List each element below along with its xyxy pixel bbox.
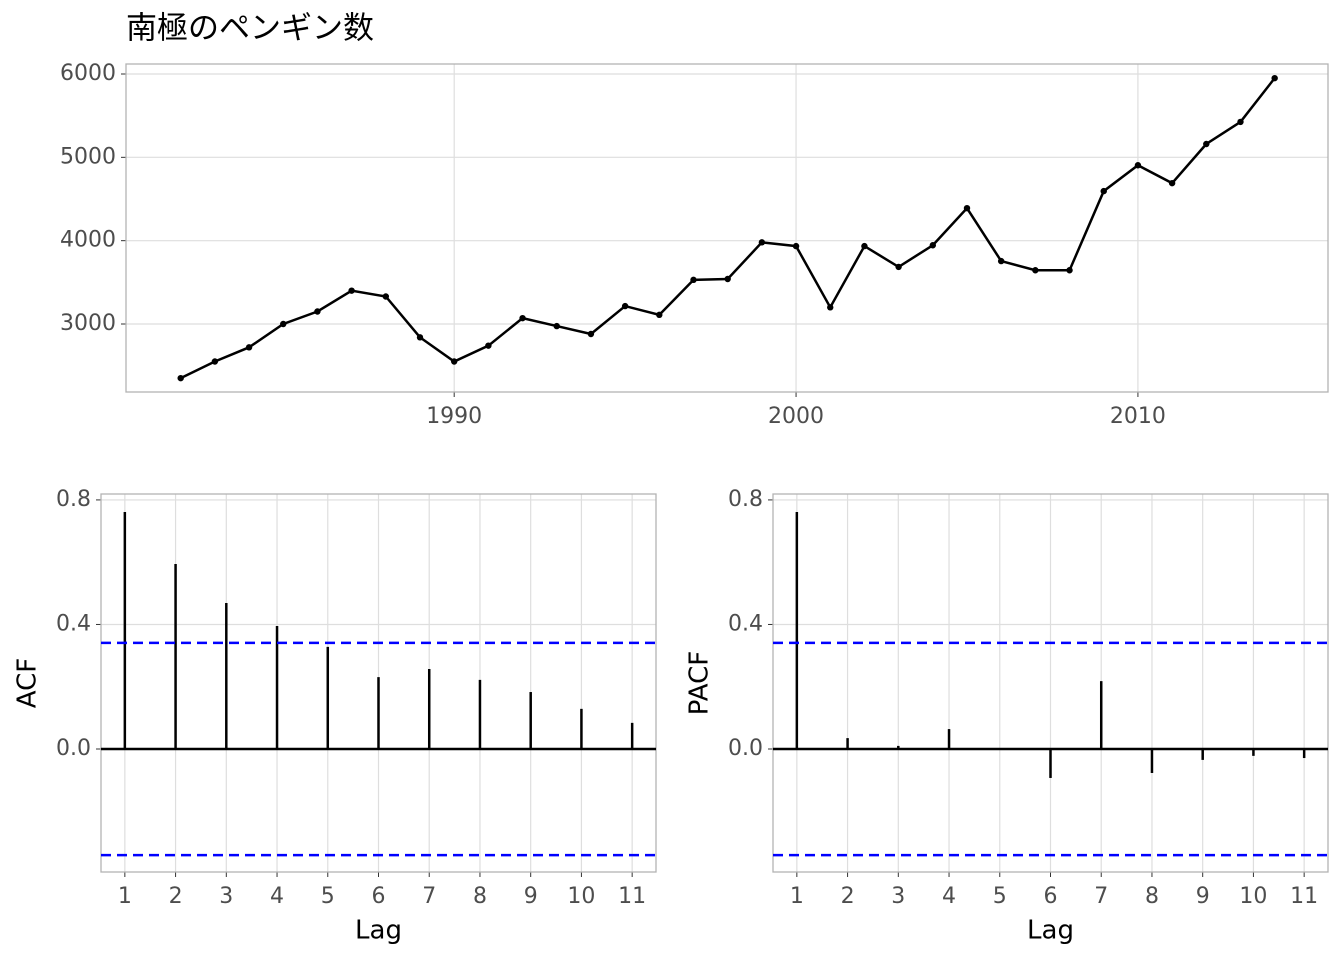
y-tick-label: 3000 <box>60 311 116 336</box>
x-tick-label: 10 <box>567 884 595 909</box>
x-tick-label: 2 <box>169 884 183 909</box>
x-tick-label: 7 <box>1094 884 1108 909</box>
point <box>1100 187 1107 195</box>
x-tick-label: 1990 <box>426 404 482 429</box>
y-tick-label: 4000 <box>60 228 116 253</box>
y-tick-label: 0.0 <box>728 736 763 761</box>
x-tick-label: 10 <box>1239 884 1267 909</box>
point <box>861 242 868 250</box>
point <box>177 374 184 382</box>
x-tick-label: 11 <box>618 884 646 909</box>
x-tick-label: 11 <box>1290 884 1318 909</box>
point <box>280 320 287 328</box>
point <box>450 358 458 365</box>
point <box>827 304 834 311</box>
point <box>587 330 595 338</box>
point <box>348 287 355 294</box>
point <box>1237 118 1244 126</box>
chart-title: 南極のペンギン数 <box>126 11 374 47</box>
x-tick-label: 2010 <box>1110 404 1166 429</box>
point <box>519 314 526 322</box>
point <box>245 344 253 351</box>
y-tick-label: 0.8 <box>56 487 91 512</box>
x-tick-label: 5 <box>321 884 335 909</box>
x-tick-label: 4 <box>942 884 956 909</box>
point <box>1203 140 1210 148</box>
y-tick-label: 0.4 <box>56 611 91 636</box>
point <box>1066 267 1073 274</box>
point <box>1032 267 1039 274</box>
x-axis-title: Lag <box>355 916 402 946</box>
panel <box>126 64 1328 392</box>
point <box>1168 179 1176 187</box>
point <box>724 275 731 283</box>
y-tick-label: 6000 <box>60 61 116 86</box>
point <box>621 302 629 310</box>
point <box>1134 162 1142 169</box>
y-tick-label: 0.0 <box>56 736 91 761</box>
panel-border <box>100 493 657 873</box>
x-tick-label: 5 <box>993 884 1007 909</box>
point <box>792 242 800 250</box>
x-tick-label: 1 <box>118 884 132 909</box>
x-tick-label: 2 <box>841 884 855 909</box>
y-tick-label: 0.4 <box>728 611 763 636</box>
point <box>416 334 424 341</box>
panel-border <box>125 63 1329 393</box>
y-tick-label: 5000 <box>60 144 116 169</box>
x-tick-label: 9 <box>1196 884 1210 909</box>
x-tick-label: 3 <box>219 884 233 909</box>
point <box>758 239 766 246</box>
point <box>211 358 219 365</box>
point <box>895 263 902 271</box>
point <box>656 311 663 319</box>
point <box>690 276 697 284</box>
panel-border <box>772 493 1329 873</box>
x-tick-label: 6 <box>372 884 386 909</box>
x-tick-label: 7 <box>422 884 436 909</box>
x-tick-label: 6 <box>1044 884 1058 909</box>
x-tick-label: 3 <box>891 884 905 909</box>
x-tick-label: 1 <box>790 884 804 909</box>
x-tick-label: 9 <box>524 884 538 909</box>
y-axis-title: PACF <box>685 651 715 715</box>
x-tick-label: 4 <box>270 884 284 909</box>
point <box>1271 74 1278 82</box>
point <box>485 342 492 349</box>
y-tick-label: 0.8 <box>728 487 763 512</box>
x-tick-label: 8 <box>1145 884 1159 909</box>
y-axis-title: ACF <box>13 658 43 708</box>
point <box>997 257 1005 265</box>
point <box>314 308 321 315</box>
point <box>963 204 971 212</box>
x-tick-label: 2000 <box>768 404 824 429</box>
point <box>929 242 937 249</box>
point <box>553 322 560 330</box>
x-axis-title: Lag <box>1027 916 1074 946</box>
point <box>382 293 390 300</box>
x-tick-label: 8 <box>473 884 487 909</box>
